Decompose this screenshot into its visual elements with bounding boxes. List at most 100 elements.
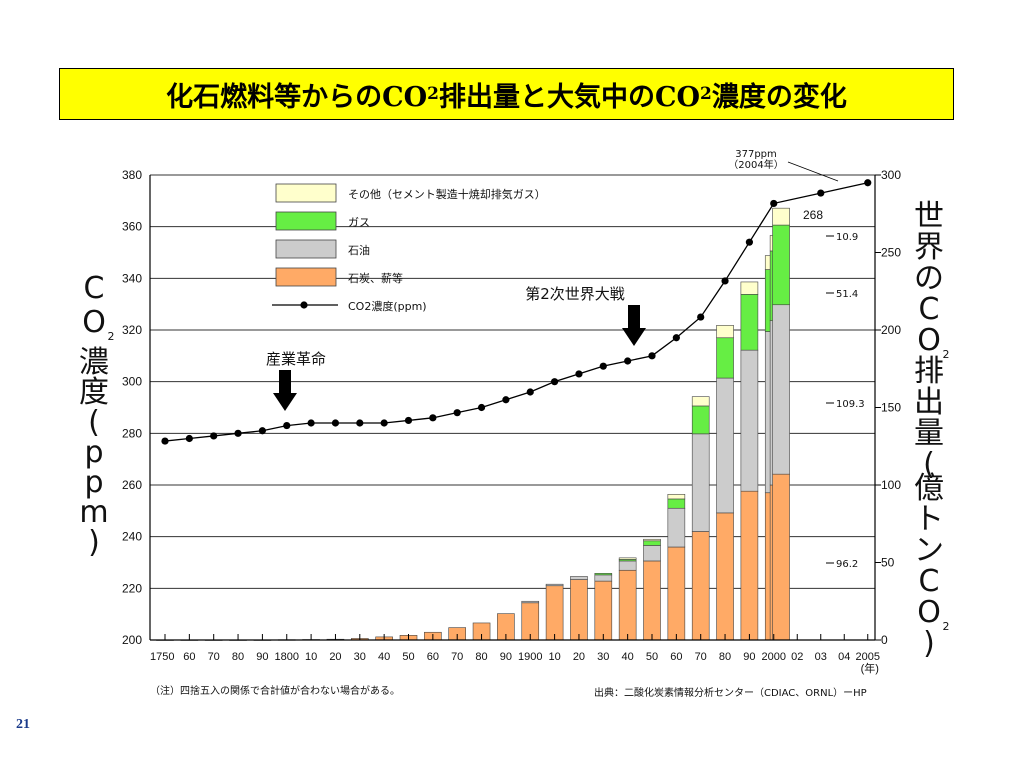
legend-swatch <box>275 183 337 203</box>
x-tick-label: 80 <box>475 651 487 663</box>
right-tick-label: 0 <box>881 633 888 647</box>
x-tick-label: 30 <box>597 651 609 663</box>
x-tick-label: 60 <box>183 651 195 663</box>
annotations: 377ppm（2004年） 産業革命 第2次世界大戦 <box>266 149 839 411</box>
co2-point <box>526 388 534 396</box>
co2-point <box>307 419 315 427</box>
title-sub-a: 2 <box>427 84 439 104</box>
legend-swatch <box>275 267 337 287</box>
bar-segment <box>772 473 790 641</box>
right-axis-title-char: ( <box>923 447 935 482</box>
co2-point <box>575 370 583 378</box>
left-tick-label: 220 <box>122 581 142 595</box>
bar-segment <box>772 224 790 306</box>
co2-point <box>817 189 825 197</box>
right-tick-label: 250 <box>881 246 901 260</box>
right-tick-label: 50 <box>881 556 895 570</box>
x-tick-label: 50 <box>402 651 414 663</box>
x-tick-label: 40 <box>622 651 634 663</box>
x-tick-label: 10 <box>548 651 560 663</box>
right-axis-title-sub: 2 <box>943 348 950 361</box>
co2-point <box>210 432 218 440</box>
right-axis-title-char: O <box>917 323 941 358</box>
bar-segment <box>667 546 686 641</box>
right-axis-title-char: ン <box>914 533 944 568</box>
bar-segment <box>521 600 540 604</box>
bar-segment <box>772 304 790 475</box>
x-tick-label: 03 <box>815 651 827 663</box>
bar-segment <box>643 560 661 641</box>
legend-swatch <box>275 211 337 231</box>
bar-segment <box>570 579 588 641</box>
x-tick-label: 60 <box>427 651 439 663</box>
right-axis-title-char: 出 <box>914 385 944 420</box>
bar-series <box>156 207 790 641</box>
co2-point <box>404 416 413 425</box>
industrial-revolution-arrow <box>273 370 297 411</box>
co2-line-path <box>164 182 868 442</box>
x-tick-label: 90 <box>743 651 755 663</box>
bar-segment <box>667 498 686 509</box>
right-axis-title-char: の <box>914 261 944 296</box>
right-tick-label: 300 <box>881 168 901 182</box>
x-tick-label: 70 <box>695 651 707 663</box>
bar-segment <box>716 512 734 641</box>
co2-point <box>648 352 656 360</box>
bar-segment <box>545 583 564 587</box>
x-tick-label: 1900 <box>518 651 542 663</box>
co2-point <box>380 419 388 427</box>
left-tick-label: 360 <box>122 220 142 234</box>
segment-value-label: 10.9 <box>836 232 858 243</box>
co2-point <box>672 334 680 342</box>
right-axis-title-char: C <box>919 564 940 599</box>
co2-point <box>453 409 461 417</box>
left-tick-label: 280 <box>122 426 142 440</box>
x-tick-label: 1750 <box>150 651 174 663</box>
left-axis-title-char: m <box>79 495 108 530</box>
right-axis-title-char: ト <box>914 502 944 537</box>
x-tick-label: 30 <box>354 651 366 663</box>
right-axis-title-char: O <box>917 595 941 630</box>
page-number: 21 <box>16 717 30 732</box>
co2-point <box>283 421 291 430</box>
legend-label: 石炭、薪等 <box>348 271 403 285</box>
co2-point <box>331 419 340 427</box>
x-tick-label: 20 <box>573 651 585 663</box>
x-tick-label: 90 <box>500 651 512 663</box>
right-axis-title-sub: 2 <box>943 620 950 633</box>
bar-segment <box>594 574 613 582</box>
bar-segment <box>740 281 759 295</box>
left-tick-label: 260 <box>122 478 142 492</box>
x-tick-label: 04 <box>838 651 850 663</box>
bar-segment <box>691 531 710 641</box>
bar-segment <box>643 538 661 542</box>
left-tick-label: 300 <box>122 375 142 389</box>
left-tick-label: 380 <box>122 168 142 182</box>
title-sub-b: 2 <box>700 84 712 104</box>
right-axis-title-char: 界 <box>914 230 944 265</box>
ww2-arrow <box>622 305 646 346</box>
left-axis-title-char: C <box>84 271 105 306</box>
x-tick-label: 60 <box>670 651 682 663</box>
bar-segment <box>740 490 759 641</box>
left-axis-title-char: ) <box>88 525 100 560</box>
peak-annotation-year: （2004年） <box>728 158 783 171</box>
left-tick-label: 340 <box>122 271 142 285</box>
x-tick-label: 70 <box>208 651 220 663</box>
right-tick-label: 150 <box>881 401 901 415</box>
x-axis-ticks: 1750 60 70 80 90 1800 10 20 30 40 50 60 70 80 90 1900 10… <box>150 634 880 675</box>
ww2-label: 第2次世界大戦 <box>525 285 625 303</box>
legend-label: その他（セメント製造十焼却排気ガス） <box>348 187 546 201</box>
co2-point <box>502 396 510 404</box>
x-tick-label: 02 <box>791 651 803 663</box>
bar-segment <box>772 207 790 226</box>
bar-segment <box>643 540 661 546</box>
right-axis-title-char: 量 <box>914 416 944 451</box>
x-tick-label: 80 <box>232 651 244 663</box>
bar-segment <box>643 545 661 562</box>
co2-point <box>599 362 607 370</box>
bar-segment <box>667 507 686 548</box>
co2-point <box>721 277 729 285</box>
bar-segment <box>740 294 759 351</box>
